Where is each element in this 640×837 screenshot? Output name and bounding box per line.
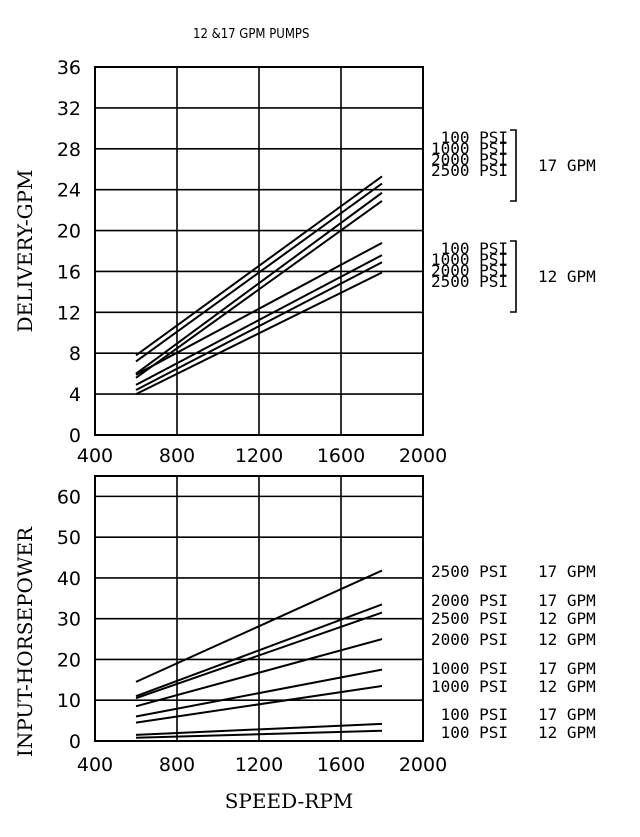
horsepower-y-tick-label: 30 xyxy=(57,609,81,631)
delivery-group-psi-label: 100 PSI xyxy=(441,128,508,147)
horsepower-series-line xyxy=(135,569,383,683)
horsepower-series-psi-label: 2500 PSI xyxy=(431,562,508,581)
delivery-group-bracket xyxy=(510,129,517,202)
delivery-y-tick-label: 16 xyxy=(57,261,81,283)
horsepower-y-tick-label: 0 xyxy=(69,731,81,753)
horsepower-x-tick-label: 2000 xyxy=(399,754,447,776)
horsepower-y-axis-label: INPUT-HORSEPOWER xyxy=(13,526,37,757)
horsepower-x-tick-label: 400 xyxy=(77,754,113,776)
horsepower-series-psi-label: 100 PSI xyxy=(441,723,508,742)
horsepower-series-pump-label: 17 GPM xyxy=(538,659,596,678)
horsepower-panel: 400 800 1200 1600 2000 0 10 20 30 40 50 60 INPUT-HOR… xyxy=(13,475,596,813)
horsepower-y-tick-label: 40 xyxy=(57,568,81,590)
horsepower-series-pump-label: 12 GPM xyxy=(538,677,596,696)
delivery-y-tick-label: 4 xyxy=(69,384,81,406)
delivery-x-tick-label: 1600 xyxy=(317,445,365,467)
horsepower-y-tick-label: 20 xyxy=(57,649,81,671)
delivery-group-psi-label: 2000 PSI xyxy=(431,261,508,280)
horsepower-x-tick-label: 1200 xyxy=(235,754,283,776)
horsepower-series-pump-label: 17 GPM xyxy=(538,562,596,581)
delivery-series-line xyxy=(135,182,383,363)
delivery-y-tick-label: 36 xyxy=(57,57,81,79)
horsepower-series-psi-label: 2500 PSI xyxy=(431,609,508,628)
horsepower-series-line xyxy=(135,722,383,736)
delivery-x-tick-label: 800 xyxy=(159,445,195,467)
horsepower-series-line xyxy=(135,603,383,698)
delivery-series-line xyxy=(135,241,383,376)
delivery-y-tick-label: 24 xyxy=(57,180,81,202)
delivery-y-tick-label: 28 xyxy=(57,139,81,161)
delivery-y-tick-label: 0 xyxy=(69,425,81,447)
horsepower-series-psi-label: 2000 PSI xyxy=(431,591,508,610)
delivery-x-tick-label: 400 xyxy=(77,445,113,467)
horsepower-series-pump-label: 17 GPM xyxy=(538,705,596,724)
chart-title: 12 &17 GPM PUMPS xyxy=(193,27,309,42)
delivery-group-bracket xyxy=(510,240,517,313)
delivery-group-psi-label: 2000 PSI xyxy=(431,150,508,169)
delivery-group-psi-label: 1000 PSI xyxy=(431,250,508,269)
delivery-series-line xyxy=(135,200,383,379)
speed-x-axis-label: SPEED-RPM xyxy=(225,789,354,813)
delivery-y-tick-label: 20 xyxy=(57,221,81,243)
delivery-y-axis-label: DELIVERY-GPM xyxy=(13,170,37,333)
delivery-series-line xyxy=(135,191,383,375)
delivery-group-name: 17 GPM xyxy=(538,156,596,175)
delivery-panel: 400 800 1200 1600 2000 0 4 8 12 16 20 24 28 32 36 DELIV… xyxy=(13,57,596,467)
delivery-y-tick-label: 32 xyxy=(57,98,81,120)
horsepower-series-pump-label: 12 GPM xyxy=(538,723,596,742)
horsepower-y-tick-label: 50 xyxy=(57,527,81,549)
delivery-group-psi-label: 100 PSI xyxy=(441,239,508,258)
delivery-series-line xyxy=(135,254,383,386)
horsepower-series-line xyxy=(135,638,383,708)
horsepower-series-line xyxy=(135,729,383,739)
delivery-group-psi-label: 1000 PSI xyxy=(431,139,508,158)
horsepower-series-psi-label: 2000 PSI xyxy=(431,630,508,649)
horsepower-y-tick-label: 60 xyxy=(57,486,81,508)
horsepower-series-psi-label: 1000 PSI xyxy=(431,677,508,696)
delivery-x-tick-label: 1200 xyxy=(235,445,283,467)
delivery-group-psi-label: 2500 PSI xyxy=(431,161,508,180)
horsepower-x-tick-label: 1600 xyxy=(317,754,365,776)
horsepower-series-line xyxy=(135,668,383,718)
delivery-y-tick-label: 12 xyxy=(57,302,81,324)
horsepower-y-tick-label: 10 xyxy=(57,690,81,712)
delivery-x-tick-label: 2000 xyxy=(399,445,447,467)
horsepower-series-pump-label: 12 GPM xyxy=(538,609,596,628)
horsepower-series-psi-label: 1000 PSI xyxy=(431,659,508,678)
horsepower-series-line xyxy=(135,611,383,700)
delivery-group-name: 12 GPM xyxy=(538,267,596,286)
horsepower-series-pump-label: 12 GPM xyxy=(538,630,596,649)
delivery-group-psi-label: 2500 PSI xyxy=(431,272,508,291)
delivery-series-line xyxy=(135,271,383,396)
delivery-series-line xyxy=(135,175,383,357)
horsepower-x-tick-label: 800 xyxy=(159,754,195,776)
delivery-y-tick-label: 8 xyxy=(69,343,81,365)
delivery-series-line xyxy=(135,261,383,391)
horsepower-series-psi-label: 100 PSI xyxy=(441,705,508,724)
horsepower-series-line xyxy=(135,684,383,724)
horsepower-series-pump-label: 17 GPM xyxy=(538,591,596,610)
